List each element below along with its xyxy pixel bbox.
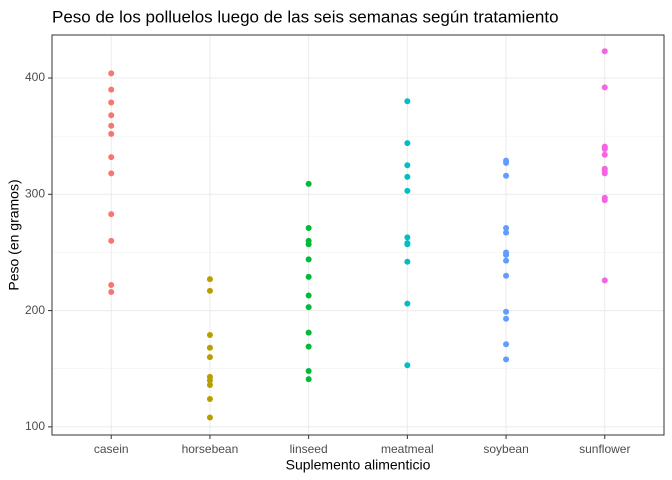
point (601, 48, 608, 55)
point (404, 140, 411, 147)
point (305, 304, 312, 311)
point (206, 377, 213, 384)
point (206, 276, 213, 283)
point (503, 257, 510, 264)
point (108, 237, 115, 244)
point (601, 143, 608, 150)
point (503, 157, 510, 164)
x-axis-title: Suplemento alimenticio (286, 457, 431, 473)
x-tick-label: meatmeal (381, 442, 434, 456)
point (601, 165, 608, 172)
point (305, 273, 312, 280)
point (108, 130, 115, 137)
point (108, 86, 115, 93)
point (503, 251, 510, 258)
point (108, 154, 115, 161)
point (108, 99, 115, 106)
point (108, 211, 115, 218)
point (404, 162, 411, 169)
point (503, 172, 510, 179)
point (404, 98, 411, 105)
x-tick-label: soybean (483, 442, 528, 456)
point (108, 170, 115, 177)
point (206, 354, 213, 361)
point (503, 229, 510, 236)
y-tick-label: 100 (25, 419, 45, 433)
y-tick-label: 300 (25, 186, 45, 200)
point (108, 122, 115, 129)
point (206, 395, 213, 402)
point (108, 282, 115, 288)
point (503, 356, 510, 363)
point (503, 341, 510, 348)
point (206, 344, 213, 351)
point (601, 194, 608, 201)
point (404, 240, 411, 247)
point (404, 173, 411, 180)
x-tick-label: linseed (290, 442, 328, 456)
point (404, 234, 411, 241)
point (305, 225, 312, 232)
point (601, 170, 608, 177)
point (305, 343, 312, 350)
point (404, 187, 411, 194)
point (206, 414, 213, 421)
point (305, 368, 312, 375)
point (305, 292, 312, 299)
point (305, 376, 312, 383)
point (404, 362, 411, 369)
panel-border (51, 34, 665, 436)
x-tick-label: sunflower (579, 442, 630, 456)
point (601, 84, 608, 91)
point (503, 315, 510, 322)
chart-title: Peso de los polluelos luego de las seis … (52, 7, 559, 26)
point (305, 256, 312, 263)
point (404, 258, 411, 265)
point (206, 382, 213, 388)
y-tick-label: 400 (25, 70, 45, 84)
point (601, 277, 608, 284)
point (404, 300, 411, 307)
point (206, 287, 213, 294)
y-axis-title: Peso (en gramos) (6, 179, 22, 290)
point (108, 112, 115, 119)
x-tick-label: casein (94, 442, 129, 456)
y-tick-label: 200 (25, 303, 45, 317)
point (503, 225, 510, 232)
point (305, 241, 312, 248)
point (206, 332, 213, 338)
x-tick-label: horsebean (182, 442, 239, 456)
point (503, 308, 510, 315)
point (108, 288, 115, 295)
point (305, 329, 312, 336)
point (503, 272, 510, 279)
point (108, 70, 115, 77)
point (601, 151, 608, 158)
point (305, 180, 312, 187)
